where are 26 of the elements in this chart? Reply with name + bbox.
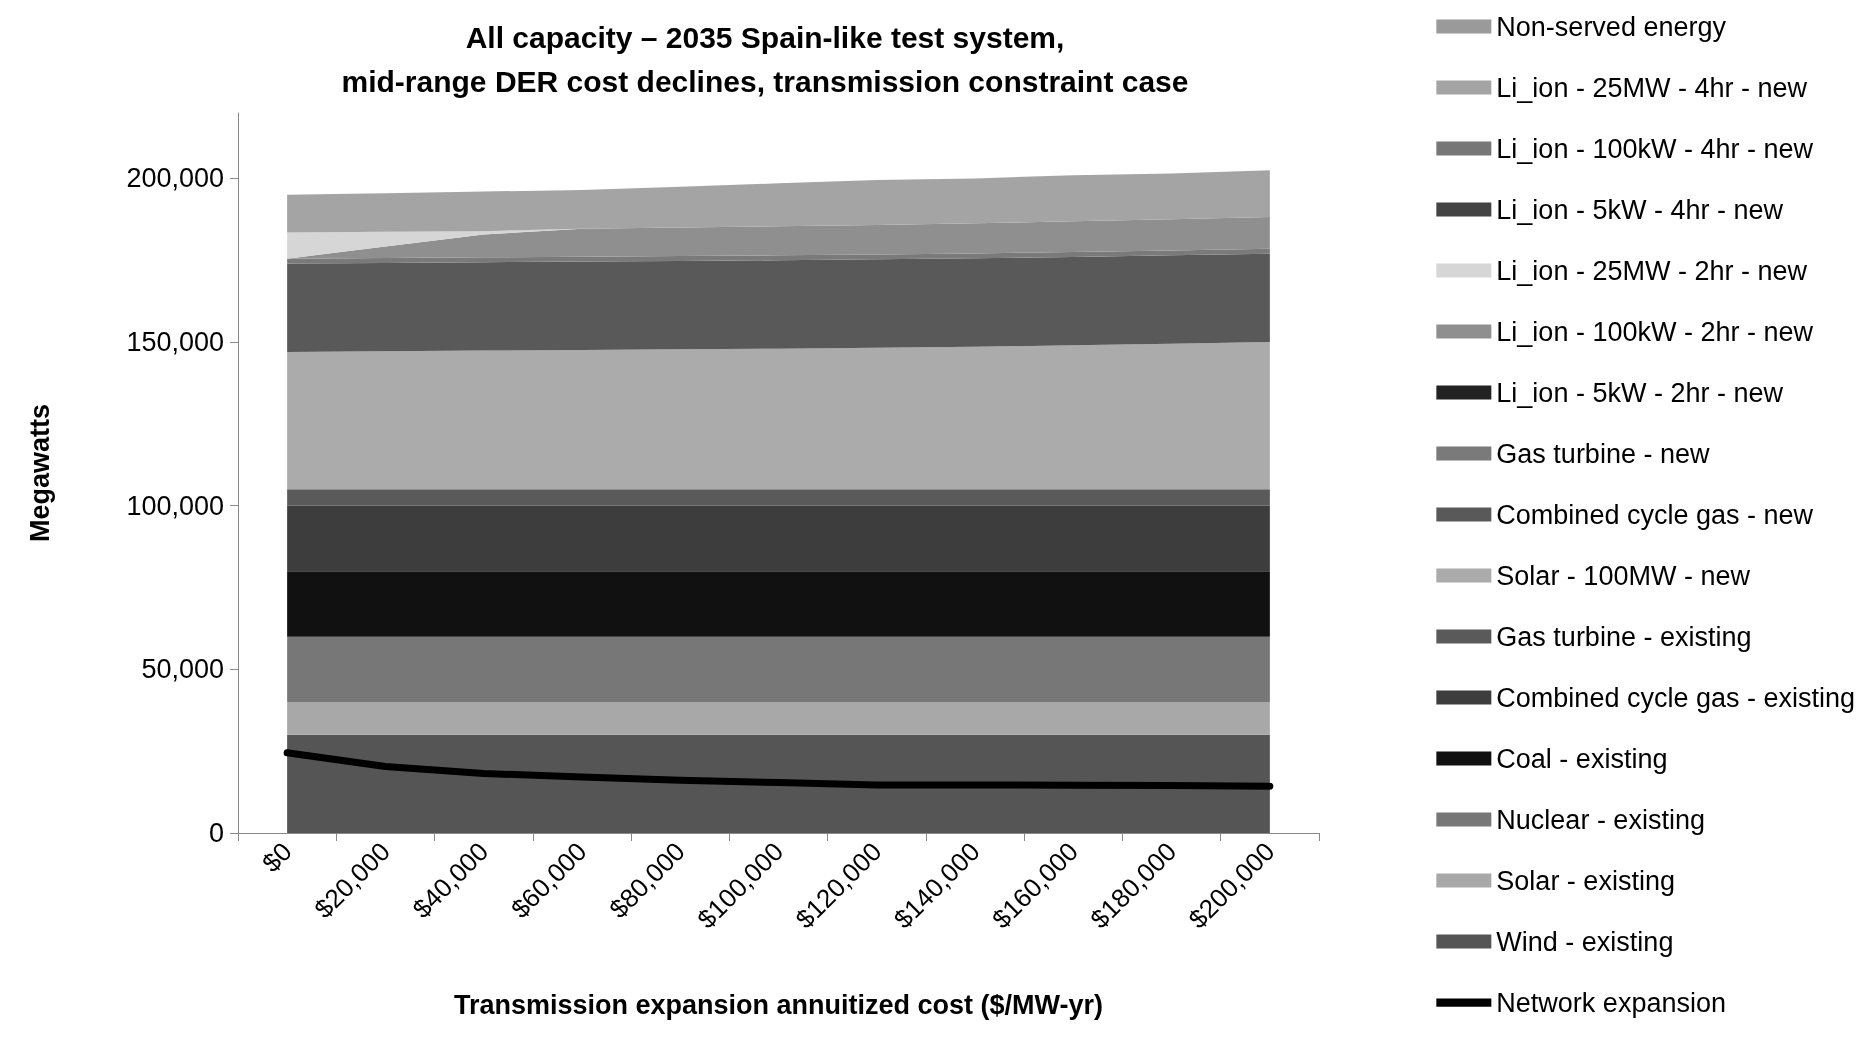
y-tick-label: 200,000 bbox=[126, 163, 224, 194]
legend-label: Solar - 100MW - new bbox=[1496, 560, 1751, 591]
legend-label: Li_ion - 25MW - 2hr - new bbox=[1496, 255, 1808, 286]
legend-label: Combined cycle gas - existing bbox=[1496, 682, 1856, 713]
y-axis-title: Megawatts bbox=[24, 403, 55, 543]
y-tick-label: 0 bbox=[208, 818, 224, 848]
legend-label: Wind - existing bbox=[1496, 926, 1674, 957]
legend-label: Li_ion - 100kW - 2hr - new bbox=[1496, 316, 1814, 347]
y-tick-label: 150,000 bbox=[126, 327, 224, 358]
legend-label: Solar - existing bbox=[1496, 865, 1675, 896]
legend-label: Li_ion - 5kW - 4hr - new bbox=[1496, 194, 1784, 225]
legend-label: Nuclear - existing bbox=[1496, 804, 1705, 835]
chart-title: All capacity – 2035 Spain-like test system, mid-range DER cost declines, transmission constraint case bbox=[341, 20, 1189, 98]
legend-label: Li_ion - 100kW - 4hr - new bbox=[1496, 133, 1814, 164]
y-tick-label: 50,000 bbox=[141, 654, 224, 685]
legend-label: Non-served energy bbox=[1496, 11, 1727, 42]
y-tick-label: 100,000 bbox=[126, 490, 224, 521]
legend-label: Gas turbine - existing bbox=[1496, 621, 1752, 652]
legend-label: Li_ion - 25MW - 4hr - new bbox=[1496, 72, 1808, 103]
x-tick-label: $0 bbox=[256, 836, 298, 879]
legend-label: Combined cycle gas - new bbox=[1496, 499, 1814, 530]
legend-label: Gas turbine - new bbox=[1496, 438, 1710, 469]
x-axis-title: Transmission expansion annuitized cost ($/MW-yr) bbox=[453, 989, 1104, 1020]
legend-label: Li_ion - 5kW - 2hr - new bbox=[1496, 377, 1784, 408]
legend-label: Network expansion bbox=[1496, 987, 1726, 1018]
legend-label: Coal - existing bbox=[1496, 743, 1668, 774]
